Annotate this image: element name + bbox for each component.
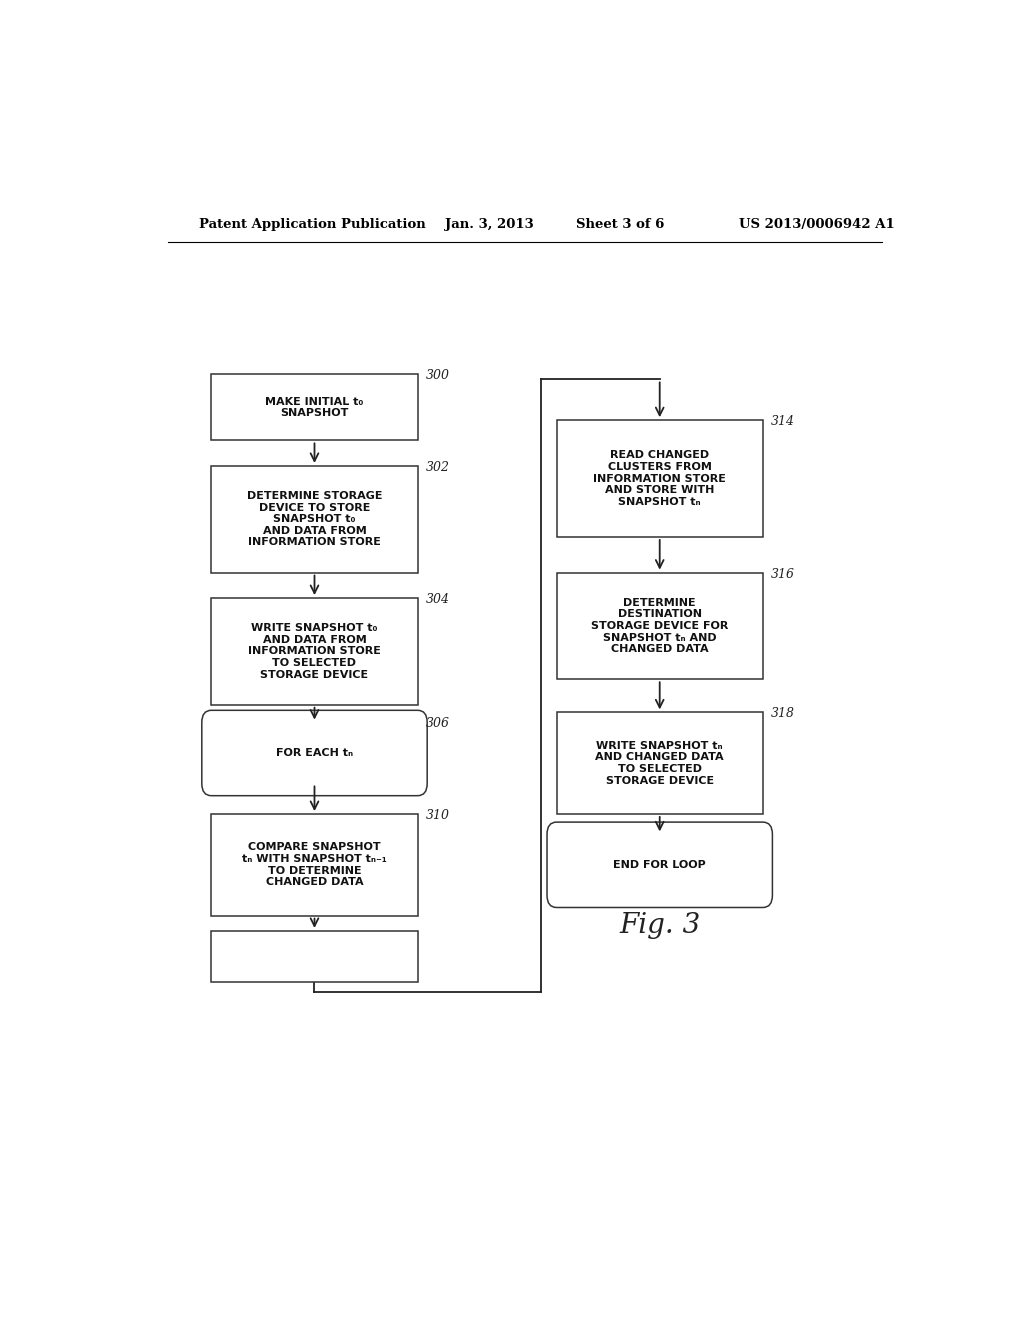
Text: 300: 300	[426, 370, 450, 383]
Text: MAKE INITIAL t₀
SNAPSHOT: MAKE INITIAL t₀ SNAPSHOT	[265, 396, 364, 418]
Text: END FOR LOOP: END FOR LOOP	[613, 859, 707, 870]
Text: COMPARE SNAPSHOT
tₙ WITH SNAPSHOT tₙ₋₁
TO DETERMINE
CHANGED DATA: COMPARE SNAPSHOT tₙ WITH SNAPSHOT tₙ₋₁ T…	[242, 842, 387, 887]
FancyBboxPatch shape	[547, 822, 772, 907]
Text: 314: 314	[771, 414, 795, 428]
Text: 318: 318	[771, 708, 795, 721]
Text: 304: 304	[426, 593, 450, 606]
Bar	[211, 814, 418, 916]
Text: READ CHANGED
CLUSTERS FROM
INFORMATION STORE
AND STORE WITH
SNAPSHOT tₙ: READ CHANGED CLUSTERS FROM INFORMATION S…	[593, 450, 726, 507]
Text: WRITE SNAPSHOT t₀
AND DATA FROM
INFORMATION STORE
TO SELECTED
STORAGE DEVICE: WRITE SNAPSHOT t₀ AND DATA FROM INFORMAT…	[248, 623, 381, 680]
Bar	[557, 573, 763, 680]
Text: DETERMINE STORAGE
DEVICE TO STORE
SNAPSHOT t₀
AND DATA FROM
INFORMATION STORE: DETERMINE STORAGE DEVICE TO STORE SNAPSH…	[247, 491, 382, 548]
Bar	[557, 420, 763, 537]
Text: 306: 306	[426, 718, 450, 730]
Bar	[211, 598, 418, 705]
Text: Patent Application Publication: Patent Application Publication	[200, 218, 426, 231]
Bar	[211, 466, 418, 573]
Text: Sheet 3 of 6: Sheet 3 of 6	[577, 218, 665, 231]
Bar	[557, 713, 763, 814]
Text: FOR EACH tₙ: FOR EACH tₙ	[275, 748, 353, 758]
Text: WRITE SNAPSHOT tₙ
AND CHANGED DATA
TO SELECTED
STORAGE DEVICE: WRITE SNAPSHOT tₙ AND CHANGED DATA TO SE…	[595, 741, 724, 785]
Bar	[211, 931, 418, 982]
Text: 310: 310	[426, 809, 450, 822]
Text: 302: 302	[426, 461, 450, 474]
Text: DETERMINE
DESTINATION
STORAGE DEVICE FOR
SNAPSHOT tₙ AND
CHANGED DATA: DETERMINE DESTINATION STORAGE DEVICE FOR…	[591, 598, 728, 655]
Text: US 2013/0006942 A1: US 2013/0006942 A1	[739, 218, 895, 231]
Text: Fig. 3: Fig. 3	[620, 912, 700, 940]
Text: 316: 316	[771, 568, 795, 581]
FancyBboxPatch shape	[202, 710, 427, 796]
Bar	[211, 375, 418, 441]
Text: Jan. 3, 2013: Jan. 3, 2013	[445, 218, 535, 231]
